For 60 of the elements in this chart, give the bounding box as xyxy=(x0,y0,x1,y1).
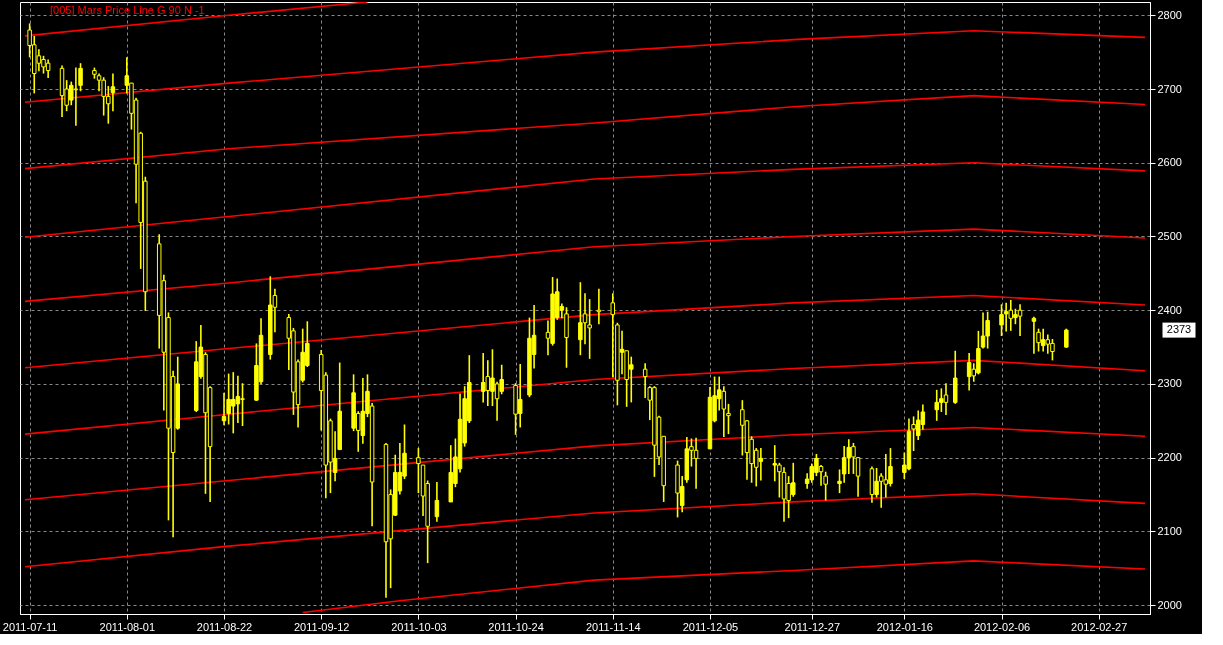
candlestick xyxy=(1008,299,1014,332)
candlestick xyxy=(966,352,972,392)
line-series xyxy=(301,560,1146,614)
y-tick-label: 2800 xyxy=(1157,8,1182,21)
text: 2373 xyxy=(1166,323,1192,336)
annotation: [005] Mars Price Line G 90 N -1 xyxy=(50,4,205,16)
line-series xyxy=(24,359,1146,435)
candlestick xyxy=(110,72,116,112)
candlestick xyxy=(45,58,51,79)
candlestick xyxy=(494,380,500,422)
line-series xyxy=(24,493,1146,568)
line-series xyxy=(24,228,1146,303)
candlestick xyxy=(564,306,569,369)
y-tick-label: 2000 xyxy=(1157,598,1182,611)
candlestick xyxy=(915,409,921,441)
x-tick-label: 2011-10-24 xyxy=(488,620,544,633)
x-tick-label: 2011-09-12 xyxy=(293,620,350,633)
y-tick-label: 2200 xyxy=(1157,451,1182,464)
x-tick-label: 2011-12-05 xyxy=(682,620,739,633)
y-tick-label: 2100 xyxy=(1157,524,1182,537)
y-tick-label: 2400 xyxy=(1157,303,1182,316)
x-tick-label: 2012-01-16 xyxy=(876,620,933,633)
candlestick xyxy=(610,292,616,379)
x-tick-label: 2011-11-14 xyxy=(585,620,641,633)
candlestick xyxy=(1045,333,1051,355)
y-tick-label: 2500 xyxy=(1157,229,1182,242)
x-tick-label: 2012-02-27 xyxy=(1071,620,1128,633)
x-tick-label: 2011-08-01 xyxy=(99,620,156,633)
candlestick xyxy=(1017,303,1023,337)
y-tick-label: 2600 xyxy=(1157,156,1182,169)
line-series xyxy=(24,161,1146,239)
candlestick xyxy=(578,281,583,356)
x-tick-label: 2011-12-27 xyxy=(784,620,840,633)
x-tick-label: 2011-08-22 xyxy=(196,620,253,633)
x-tick-label: 2011-10-03 xyxy=(391,620,447,633)
candlestick xyxy=(1031,316,1037,355)
candlestick xyxy=(693,436,699,490)
line-series xyxy=(24,294,1146,369)
candlestick xyxy=(999,303,1004,337)
candlestick xyxy=(36,48,42,73)
candlestick xyxy=(943,382,949,416)
y-tick-label: 2300 xyxy=(1157,377,1182,390)
candlestick xyxy=(73,66,79,127)
candlestick xyxy=(1040,327,1046,353)
candlestick xyxy=(582,292,588,345)
candlestick xyxy=(758,447,764,482)
candlestick xyxy=(480,352,486,404)
candlestick xyxy=(985,310,990,350)
line-series xyxy=(24,94,1146,170)
x-tick-label: 2011-07-11 xyxy=(2,620,58,633)
candlestick xyxy=(416,447,421,494)
candlestick xyxy=(1003,302,1009,333)
x-tick-label: 2012-02-06 xyxy=(973,620,1031,633)
candlestick xyxy=(740,399,745,457)
line-series xyxy=(24,29,1146,104)
y-tick-label: 2700 xyxy=(1157,82,1182,95)
candlestick xyxy=(642,362,648,399)
candlestick xyxy=(517,363,523,429)
candlestick xyxy=(596,288,602,326)
line-series xyxy=(24,426,1146,501)
